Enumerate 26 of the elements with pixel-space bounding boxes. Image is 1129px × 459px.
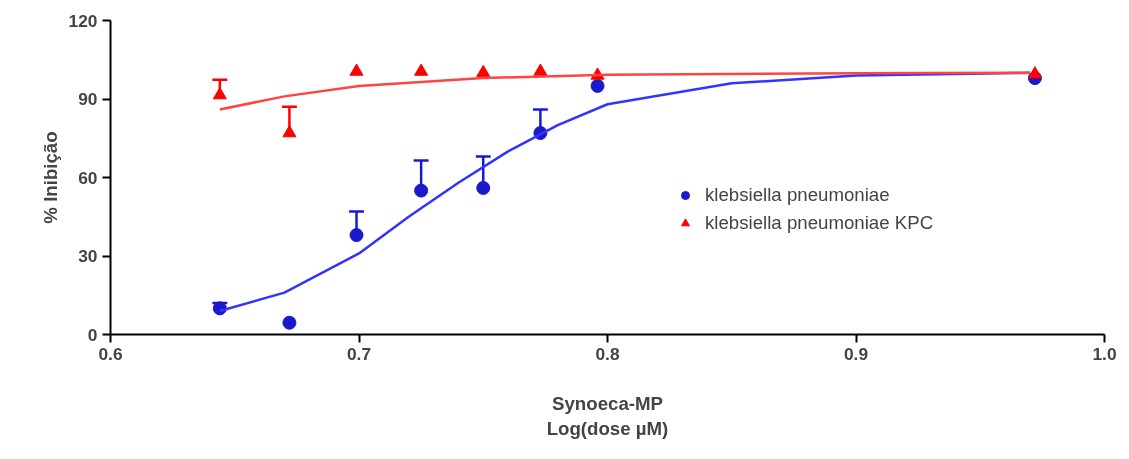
- point: [414, 63, 429, 76]
- x-tick-label: 0.8: [595, 343, 620, 364]
- y-tick-label: 60: [78, 167, 98, 188]
- y-axis-title: % Inibição: [39, 131, 61, 224]
- point: [282, 125, 297, 138]
- x-tick-label: 1.0: [1092, 343, 1117, 364]
- y-tick-label: 30: [78, 246, 98, 266]
- point: [212, 87, 227, 100]
- y-tick-label: 120: [68, 10, 98, 31]
- legend-label: klebsiella pneumoniae KPC: [705, 212, 934, 234]
- point: [414, 183, 429, 198]
- point: [349, 228, 364, 243]
- point: [476, 180, 491, 195]
- point: [349, 63, 364, 76]
- point: [1027, 66, 1042, 79]
- point: [590, 78, 605, 93]
- y-tick-label: 0: [87, 324, 98, 345]
- x-axis-title: Synoeca-MP Log(dose µM): [546, 392, 669, 439]
- y-tick-label: 90: [78, 89, 98, 109]
- point: [533, 63, 548, 76]
- x-tick-label: 0.9: [843, 343, 869, 364]
- x-tick-label: 0.6: [98, 343, 123, 364]
- point: [476, 64, 491, 78]
- point: [282, 315, 297, 330]
- x-tick-label: 0.7: [346, 343, 372, 364]
- legend-label: klebsiella pneumoniae: [705, 184, 890, 206]
